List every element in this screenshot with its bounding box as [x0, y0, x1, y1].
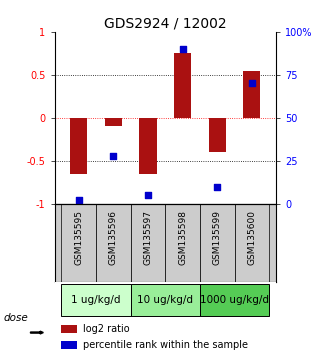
Bar: [61, 341, 77, 349]
Text: 1000 ug/kg/d: 1000 ug/kg/d: [200, 295, 269, 305]
Text: dose: dose: [3, 313, 28, 323]
Point: [180, 46, 185, 52]
Bar: [174, 53, 191, 118]
Text: GSM135598: GSM135598: [178, 210, 187, 265]
Text: 10 ug/kg/d: 10 ug/kg/d: [137, 295, 193, 305]
Point: [215, 184, 220, 189]
Text: log2 ratio: log2 ratio: [83, 324, 130, 334]
Text: GSM135600: GSM135600: [247, 210, 256, 265]
Bar: [96, 204, 131, 282]
Bar: [131, 204, 165, 282]
Text: GSM135597: GSM135597: [143, 210, 152, 265]
Text: GSM135599: GSM135599: [213, 210, 222, 265]
Bar: [62, 284, 131, 316]
Bar: [61, 325, 77, 333]
Bar: [139, 118, 157, 173]
Bar: [62, 204, 96, 282]
Bar: [105, 118, 122, 126]
Text: GSM135595: GSM135595: [74, 210, 83, 265]
Bar: [131, 284, 200, 316]
Bar: [200, 284, 269, 316]
Bar: [70, 118, 87, 173]
Point: [145, 192, 151, 198]
Bar: [209, 118, 226, 152]
Text: percentile rank within the sample: percentile rank within the sample: [83, 340, 248, 350]
Point: [76, 198, 81, 203]
Point: [249, 81, 255, 86]
Bar: [165, 204, 200, 282]
Bar: [235, 204, 269, 282]
Title: GDS2924 / 12002: GDS2924 / 12002: [104, 17, 227, 31]
Text: GSM135596: GSM135596: [109, 210, 118, 265]
Bar: [200, 204, 235, 282]
Bar: [243, 70, 260, 118]
Text: 1 ug/kg/d: 1 ug/kg/d: [71, 295, 121, 305]
Point: [111, 153, 116, 158]
